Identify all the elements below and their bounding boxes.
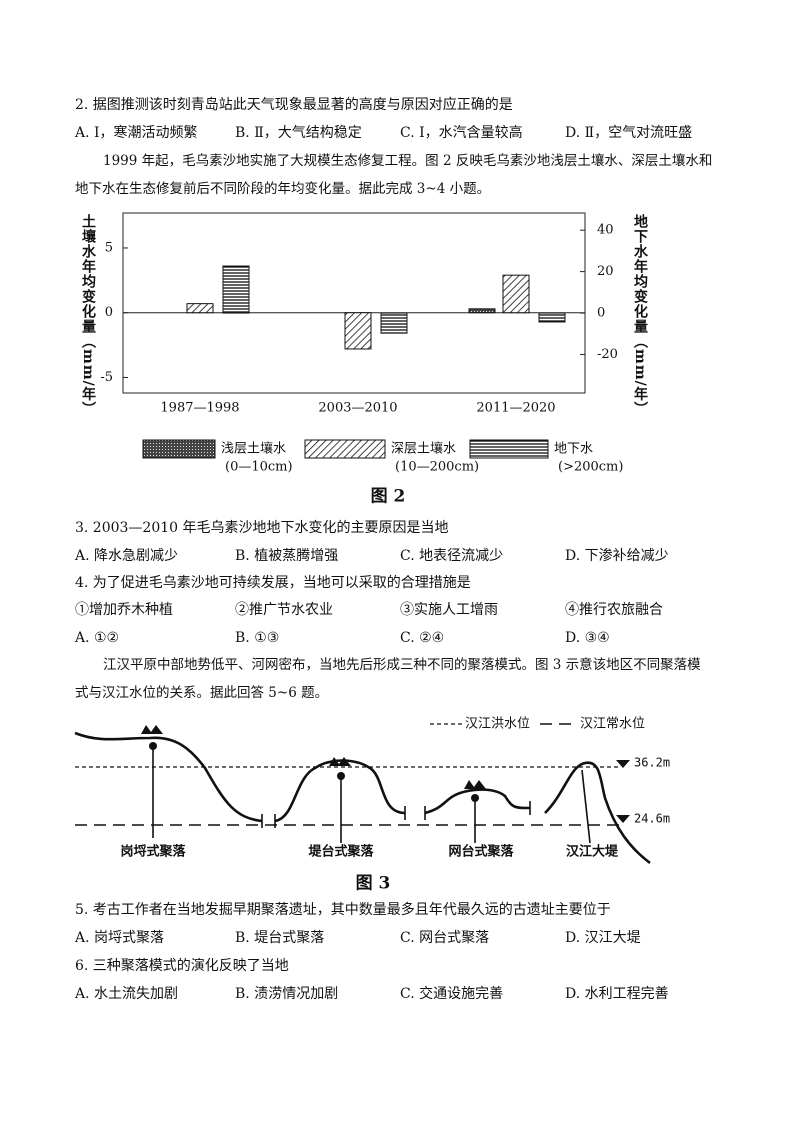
option: A. ①② [75, 630, 120, 646]
item: ①增加乔木种植 [75, 602, 173, 618]
legend-label: 地下水 [554, 442, 593, 457]
option: A. 岗埒式聚落 [75, 930, 165, 946]
option: D. 汉江大堤 [565, 930, 641, 946]
level-label: 24.6m [634, 812, 670, 826]
bar [222, 265, 250, 314]
option: D. 下渗补给减少 [565, 548, 669, 564]
houses [141, 725, 630, 823]
item: ④推行农旅融合 [565, 602, 663, 618]
y2-tick-label: 0 [597, 306, 605, 321]
settlement-label: 汉江大堤 [566, 844, 619, 860]
x-tick-label: 2003—2010 [318, 401, 397, 416]
option: C. ②④ [400, 630, 445, 646]
bar [538, 312, 566, 323]
figure-caption: 图 3 [356, 874, 391, 894]
item: ②推广节水农业 [235, 602, 333, 618]
question-stem: 4. 为了促进毛乌素沙地可持续发展，当地可以采取的合理措施是 [75, 575, 471, 591]
option: B. 渍涝情况加剧 [235, 986, 339, 1002]
legend-label: 深层土壤水 [391, 441, 456, 457]
option: A. 降水急剧减少 [75, 548, 179, 564]
question-stem: 2. 据图推测该时刻青岛站此天气现象最显著的高度与原因对应正确的是 [75, 97, 513, 113]
option: C. 交通设施完善 [400, 986, 504, 1002]
option: B. 堤台式聚落 [235, 930, 325, 946]
bar [186, 303, 214, 314]
settlement-label: 岗埒式聚落 [120, 844, 186, 860]
figure-3: 汉江洪水位 汉江常水位 36.2m 24.6m 岗埒式聚落 堤台式聚落 网台式聚… [74, 717, 670, 894]
markers [152, 746, 591, 844]
figure-caption: 图 2 [371, 487, 406, 507]
settlement-label: 堤台式聚落 [308, 844, 374, 860]
settlement-label: 网台式聚落 [448, 844, 514, 860]
y2-tick-label: 20 [597, 264, 614, 279]
x-tick-label: 2011—2020 [476, 401, 555, 416]
y2-tick-label: -20 [597, 347, 618, 362]
legend-swatch [142, 439, 216, 459]
option: B. 植被蒸腾增强 [235, 548, 339, 564]
passage: 1999 年起，毛乌素沙地实施了大规模生态修复工程。图 2 反映毛乌素沙地浅层土… [103, 153, 713, 169]
level-label: 36.2m [634, 756, 670, 770]
option: A. 水土流失加剧 [75, 986, 179, 1002]
passage: 地下水在生态修复前后不同阶段的年均变化量。据此完成 3~4 小题。 [75, 181, 491, 197]
y2-tick-label: 40 [597, 223, 614, 238]
x-tick-label: 1987—1998 [160, 401, 239, 416]
legend-swatch [304, 439, 386, 459]
question-stem: 6. 三种聚落模式的演化反映了当地 [75, 958, 289, 974]
legend-label: 汉江常水位 [580, 717, 645, 732]
bar [380, 312, 408, 334]
legend-range: (>200cm) [558, 460, 623, 475]
option: A. Ⅰ，寒潮活动频繁 [75, 125, 198, 141]
plot-frame [122, 212, 586, 394]
legend-range: (0—10cm) [225, 460, 293, 475]
option: C. 网台式聚落 [400, 930, 490, 946]
y-tick-label: 5 [105, 240, 113, 255]
question-stem: 5. 考古工作者在当地发掘早期聚落遗址，其中数量最多且年代最久远的古遗址主要位于 [75, 902, 611, 918]
legend-label: 汉江洪水位 [465, 717, 530, 732]
y-tick-label: -5 [100, 370, 113, 385]
passage: 江汉平原中部地势低平、河网密布，当地先后形成三种不同的聚落模式。图 3 示意该地… [103, 657, 701, 673]
legend-label: 浅层土壤水 [221, 441, 286, 457]
bar [468, 308, 496, 314]
option: D. 水利工程完善 [565, 986, 669, 1002]
legend-swatch [469, 439, 549, 459]
passage: 式与汉江水位的关系。据此回答 5~6 题。 [75, 685, 329, 701]
option: C. 地表径流减少 [400, 548, 504, 564]
bar [344, 312, 372, 350]
item: ③实施人工增雨 [400, 602, 498, 618]
option: D. Ⅱ，空气对流旺盛 [565, 125, 693, 141]
option: B. ①③ [235, 630, 280, 646]
bar [502, 274, 530, 314]
figure-2: 土壤水年均变化量（mm/年） 地下水年均变化量（mm/年） 图 2 5 0 -5 40… [80, 212, 649, 507]
legend-range: (10—200cm) [395, 460, 479, 475]
y2-axis-label: 地下水年均变化量（mm/年） [632, 213, 649, 416]
option: C. Ⅰ，水汽含量较高 [400, 125, 523, 141]
y-tick-label: 0 [105, 305, 113, 320]
question-stem: 3. 2003—2010 年毛乌素沙地地下水变化的主要原因是当地 [75, 520, 449, 536]
option: B. Ⅱ，大气结构稳定 [235, 125, 362, 141]
terrain [74, 731, 651, 865]
y-axis-label: 土壤水年均变化量（mm/年） [80, 213, 97, 416]
option: D. ③④ [565, 630, 610, 646]
